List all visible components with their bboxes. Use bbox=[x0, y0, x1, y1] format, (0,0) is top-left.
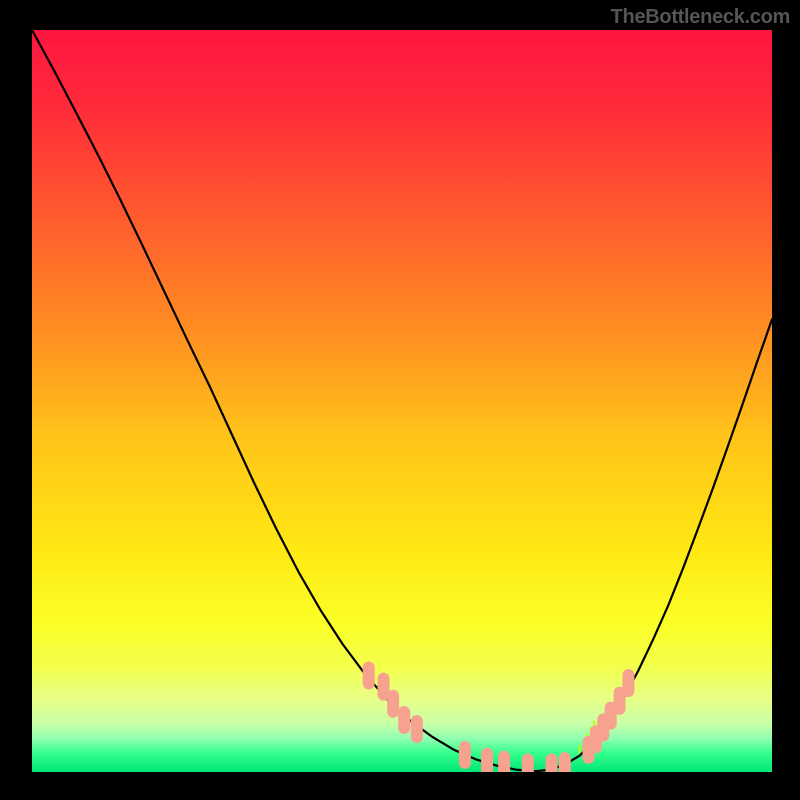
watermark-text: TheBottleneck.com bbox=[611, 6, 790, 29]
hash-mark-left bbox=[363, 662, 375, 690]
hash-mark-bottom bbox=[481, 748, 493, 772]
plot-area bbox=[32, 30, 772, 772]
chart-container: TheBottleneck.com bbox=[0, 0, 800, 800]
bottleneck-curve bbox=[32, 30, 772, 771]
hash-mark-bottom bbox=[545, 754, 557, 772]
hash-mark-bottom bbox=[459, 741, 471, 769]
chart-overlay bbox=[32, 30, 772, 772]
hash-mark-right bbox=[622, 669, 634, 697]
hash-mark-left bbox=[387, 690, 399, 718]
hash-mark-left bbox=[398, 706, 410, 734]
hash-mark-bottom bbox=[559, 752, 571, 772]
hash-mark-left bbox=[411, 715, 423, 743]
hash-mark-bottom bbox=[498, 751, 510, 772]
hash-mark-bottom bbox=[522, 754, 534, 772]
